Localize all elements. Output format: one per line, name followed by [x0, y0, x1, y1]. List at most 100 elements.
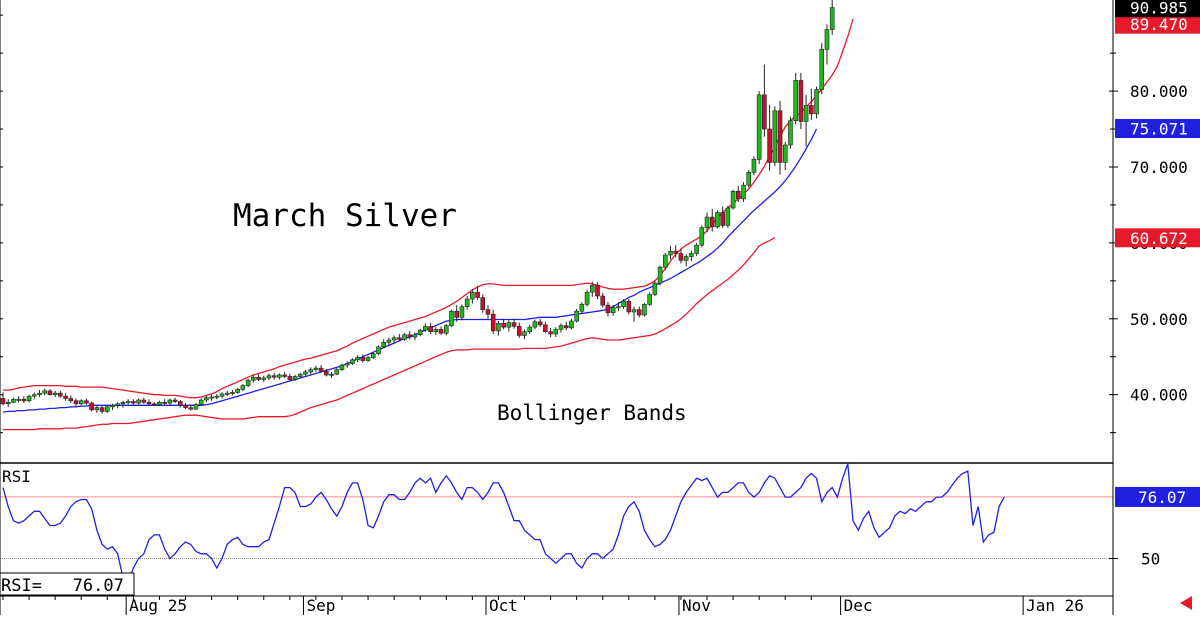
candle-down-body — [256, 376, 261, 380]
candle-up-body — [308, 369, 313, 373]
lower-band-line — [3, 237, 776, 431]
candle — [584, 289, 590, 307]
candle — [782, 141, 788, 171]
x-tick-label: Nov — [682, 596, 711, 615]
candle — [31, 392, 37, 400]
candle-down-body — [407, 334, 413, 338]
bollinger-bands-annotation: Bollinger Bands — [497, 401, 687, 425]
x-tick-label: Jan 26 — [1026, 596, 1084, 615]
candle-down-body — [809, 105, 814, 115]
candle — [449, 309, 454, 328]
scroll-right-arrow-icon[interactable] — [1180, 596, 1192, 610]
candle — [709, 208, 715, 232]
candle — [459, 304, 465, 321]
candle-down-body — [595, 285, 600, 297]
candle-down-body — [501, 323, 506, 328]
candle — [308, 367, 313, 375]
candle — [736, 185, 741, 202]
candle-up-body — [31, 394, 37, 397]
y-tick-label: 70.000 — [1130, 158, 1188, 177]
candle-up-body — [157, 401, 162, 405]
candle-down-body — [678, 253, 684, 261]
candle — [678, 248, 684, 264]
rsi-value-label: 76.07 — [1138, 488, 1186, 507]
candle-up-body — [381, 342, 386, 348]
candle-up-body — [663, 254, 668, 268]
candle — [115, 402, 121, 409]
candle-down-body — [516, 326, 522, 336]
candle — [809, 88, 814, 120]
candle — [397, 333, 402, 342]
candle-down-body — [63, 395, 68, 399]
candle — [183, 403, 188, 410]
candle-up-body — [574, 310, 579, 322]
candle-up-body — [725, 207, 731, 226]
candle — [240, 384, 246, 391]
candle — [647, 292, 652, 306]
candle — [699, 225, 705, 248]
candle-down-body — [162, 401, 167, 404]
candle-up-body — [245, 379, 251, 386]
candle-down-body — [324, 370, 329, 376]
candle-up-body — [37, 392, 42, 395]
candle-down-body — [397, 337, 402, 340]
candle-up-body — [459, 306, 465, 318]
candle-up-body — [334, 369, 340, 375]
candle — [68, 395, 74, 404]
candle-up-body — [522, 331, 527, 336]
candle-up-body — [449, 310, 454, 326]
price-badge: 60.672 — [1115, 228, 1200, 248]
candle-up-body — [433, 329, 439, 332]
candle — [798, 72, 804, 130]
candle-up-body — [443, 325, 449, 334]
candle-down-body — [428, 326, 433, 332]
candle-up-body — [339, 364, 345, 370]
candle — [146, 399, 152, 406]
candle — [251, 374, 256, 383]
candle-down-body — [762, 94, 767, 130]
candle-up-body — [553, 329, 559, 335]
candle — [214, 393, 220, 400]
candle — [563, 321, 569, 331]
candle-down-body — [563, 325, 569, 329]
candle — [543, 321, 548, 334]
candle-up-body — [266, 375, 272, 379]
candle-up-body — [412, 334, 418, 338]
candle — [172, 397, 178, 404]
candle-up-body — [224, 392, 230, 395]
candle-up-body — [496, 323, 501, 332]
candle-up-body — [616, 306, 621, 309]
candle-up-body — [824, 29, 830, 50]
candle — [443, 324, 449, 336]
candle-up-body — [11, 398, 16, 403]
candle-down-body — [454, 310, 460, 318]
rsi-readout: RSI= 76.07 — [1, 576, 124, 596]
candle-down-body — [146, 401, 152, 405]
candle-down-body — [548, 331, 553, 335]
candle — [621, 299, 626, 309]
y-tick-label: 40.000 — [1130, 386, 1188, 405]
candle — [642, 302, 647, 317]
price-badge-bg — [1115, 14, 1200, 34]
x-tick-label: Aug 25 — [129, 596, 187, 615]
candle — [715, 210, 720, 229]
candle — [99, 406, 105, 414]
candle-down-body — [438, 329, 444, 334]
rsi-value-badge: 76.07 — [1115, 486, 1200, 507]
candle — [219, 392, 225, 399]
candle-down-body — [99, 407, 105, 412]
candle — [261, 375, 267, 382]
candle-up-body — [642, 304, 647, 316]
x-tick-label: Dec — [844, 596, 873, 615]
candle — [297, 372, 303, 378]
candle-up-body — [209, 396, 214, 399]
candle — [433, 327, 439, 335]
candle — [725, 205, 731, 228]
candle-up-body — [193, 404, 199, 410]
candle — [537, 318, 543, 328]
candle — [198, 398, 204, 406]
candle-down-body — [89, 402, 94, 411]
price-badge: 90.985 — [1115, 0, 1200, 18]
candle — [600, 292, 606, 308]
